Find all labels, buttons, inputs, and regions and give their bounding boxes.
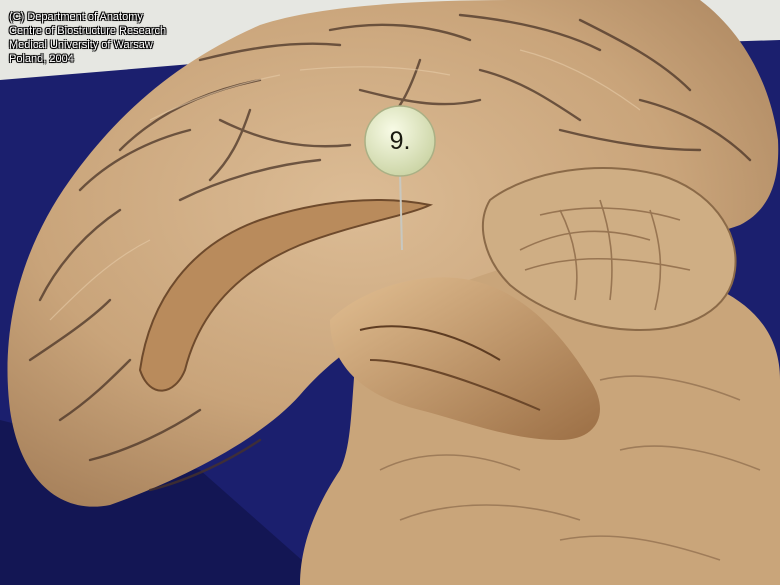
copyright-caption: (C) Department of Anatomy Centre of Bios…: [9, 10, 166, 66]
caption-line: Centre of Biostructure Research: [9, 25, 167, 37]
thalamus: [330, 277, 600, 440]
caption-line: (C) Department of Anatomy: [9, 11, 143, 23]
pin-number-label: 9.: [389, 126, 411, 155]
sulci-lines: [28, 13, 752, 492]
cerebral-hemisphere: [7, 0, 779, 507]
corpus-callosum: [138, 199, 434, 392]
pin-head: [364, 105, 436, 177]
cerebellum: [482, 167, 737, 332]
caption-line: Medical University of Warsaw: [9, 39, 153, 51]
caption-line: Poland, 2004: [9, 53, 74, 65]
pin-needle: [399, 171, 403, 251]
